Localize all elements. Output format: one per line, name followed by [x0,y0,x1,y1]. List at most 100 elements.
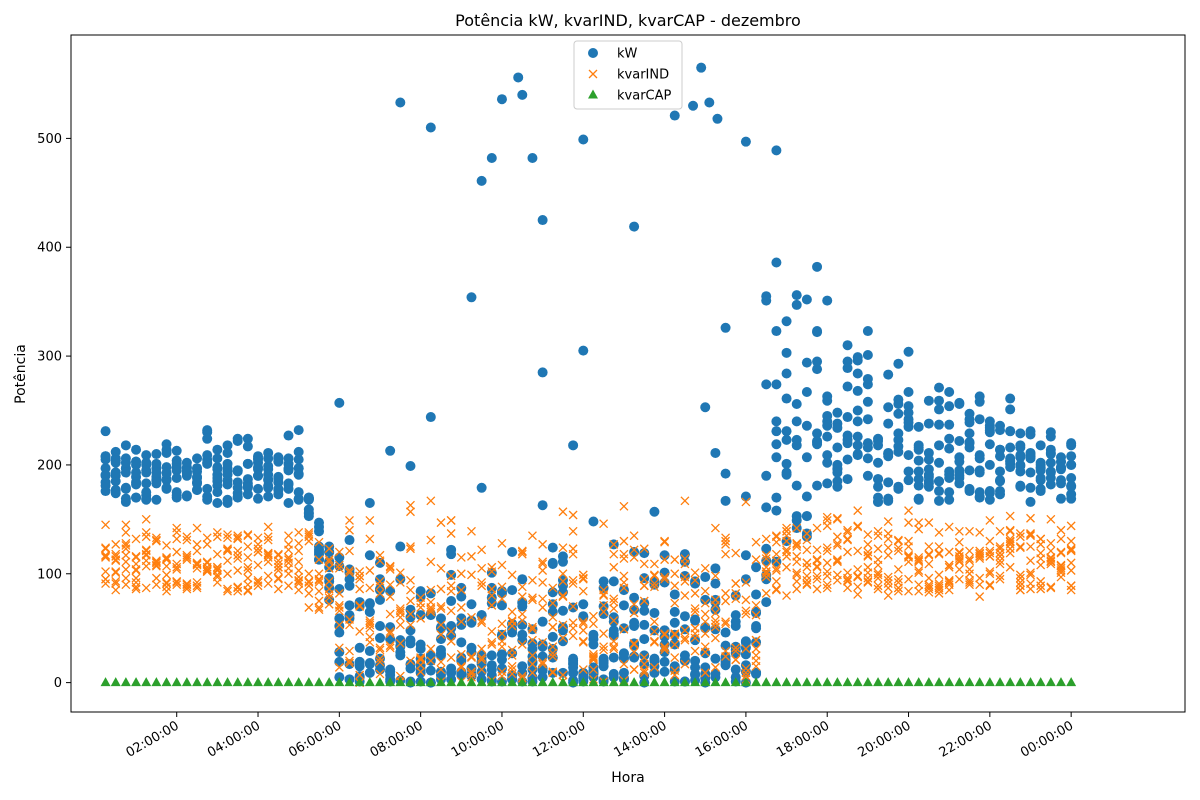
kw-point [679,611,690,622]
kvarind-point [243,566,253,575]
kvarind-point [812,562,822,572]
kw-point [791,434,802,445]
kw-point [537,215,548,226]
kw-point [161,467,172,478]
kw-point [181,491,192,502]
kw-point [801,357,812,368]
kvarind-point [284,569,293,579]
kvarind-point [517,549,527,559]
kvarind-point [1015,542,1025,552]
kw-point [730,610,741,621]
kvarind-point [812,584,822,594]
kvarind-point [111,579,121,589]
kvarind-point [294,566,304,575]
kw-point [202,425,213,436]
kvarind-point [558,633,568,643]
kw-point [222,458,233,469]
kw-point [995,476,1006,487]
kvarind-point [1005,511,1015,521]
kw-point [263,453,274,464]
kvarind-point [995,548,1005,558]
kvarind-point [527,659,537,669]
kvarind-point [629,640,639,649]
kw-point [1066,472,1077,483]
kvarind-point [944,575,954,585]
kw-point [761,597,772,608]
kw-point [944,487,955,498]
kvarind-point [1066,545,1076,555]
kvarind-point [802,535,812,545]
kw-point [110,488,121,499]
legend-label: kvarCAP [617,89,672,104]
kw-point [405,461,416,472]
kvarind-point [690,633,700,643]
kw-point [486,650,497,661]
kvarind-point [355,567,365,577]
kw-point [588,516,599,527]
kvarind-point [731,655,741,665]
kw-point [629,617,640,628]
kvarind-point [345,566,354,575]
kw-point [151,476,162,487]
kw-point [253,493,264,504]
kvarind-point [304,576,314,586]
kvarind-point [649,617,659,627]
kvarind-point [914,568,924,578]
kvarind-point [1056,534,1066,544]
kw-point [679,624,690,635]
kw-point [801,452,812,463]
kvarind-point [1046,559,1056,569]
kw-point [507,585,518,596]
kw-point [1035,465,1046,476]
kvarind-point [710,523,720,533]
kw-point [364,550,375,561]
kvarind-point [934,549,944,559]
kvarind-point [294,572,304,582]
kvarind-point [832,575,842,585]
kw-point [822,395,833,406]
kvarind-point [131,573,141,583]
kw-point [639,619,650,630]
kvarind-point [365,583,375,593]
kvarind-point [995,574,1005,584]
kvarind-point [314,555,324,565]
kvarind-point [192,539,202,549]
kvarind-point [619,659,629,669]
kvarind-point [487,637,497,647]
kvarind-point [192,559,202,569]
kw-point [557,605,568,616]
kvarind-point [151,536,161,546]
kw-point [100,451,111,462]
kvarind-point [294,538,304,548]
kvarind-point [334,547,344,557]
kvarind-point [345,546,354,556]
kvarind-point [568,618,578,628]
kw-point [832,481,843,492]
kvarcap-point [730,677,741,687]
kvarind-point [853,546,863,556]
kvarind-point [700,617,710,627]
kvarind-point [355,601,365,611]
kvarcap-point [364,677,375,687]
kvarind-point [406,620,415,630]
kw-point [578,345,589,356]
kvarind-point [954,554,964,563]
kvarind-point [873,555,883,565]
kw-point [710,578,721,589]
kw-point [568,602,579,613]
kvarind-point [802,579,812,589]
kw-point [842,474,853,485]
kvarind-point [243,530,253,540]
kvarind-point [304,530,314,540]
kvarind-point [507,617,517,627]
kvarind-point [507,669,517,679]
kvarind-point [751,644,761,654]
kw-point [771,416,782,427]
kw-point [791,515,802,526]
kvarind-point [294,575,304,585]
kw-point [984,416,995,427]
kw-point [1055,493,1066,504]
kvarind-point [832,538,842,548]
kvarcap-point [883,677,894,687]
kvarind-point [243,542,253,552]
